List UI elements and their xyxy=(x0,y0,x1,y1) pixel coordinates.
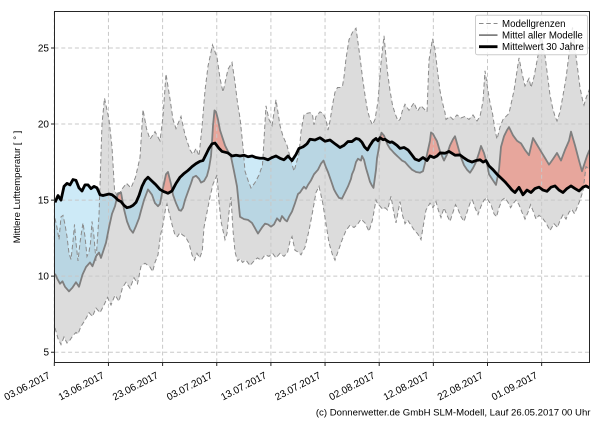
svg-text:20: 20 xyxy=(38,120,50,131)
svg-text:25: 25 xyxy=(38,44,50,55)
svg-text:Mittel aller Modelle: Mittel aller Modelle xyxy=(502,31,583,42)
svg-text:Mittelwert 30 Jahre: Mittelwert 30 Jahre xyxy=(502,42,584,53)
svg-text:5: 5 xyxy=(43,348,49,359)
svg-text:(c) Donnerwetter.de GmbH SLM-M: (c) Donnerwetter.de GmbH SLM-Modell, Lau… xyxy=(316,408,591,419)
svg-text:15: 15 xyxy=(38,196,50,207)
svg-text:Mittlere Lufttemperatur [ ° ]: Mittlere Lufttemperatur [ ° ] xyxy=(12,131,23,244)
svg-text:10: 10 xyxy=(38,272,50,283)
svg-text:Modellgrenzen: Modellgrenzen xyxy=(502,19,566,30)
